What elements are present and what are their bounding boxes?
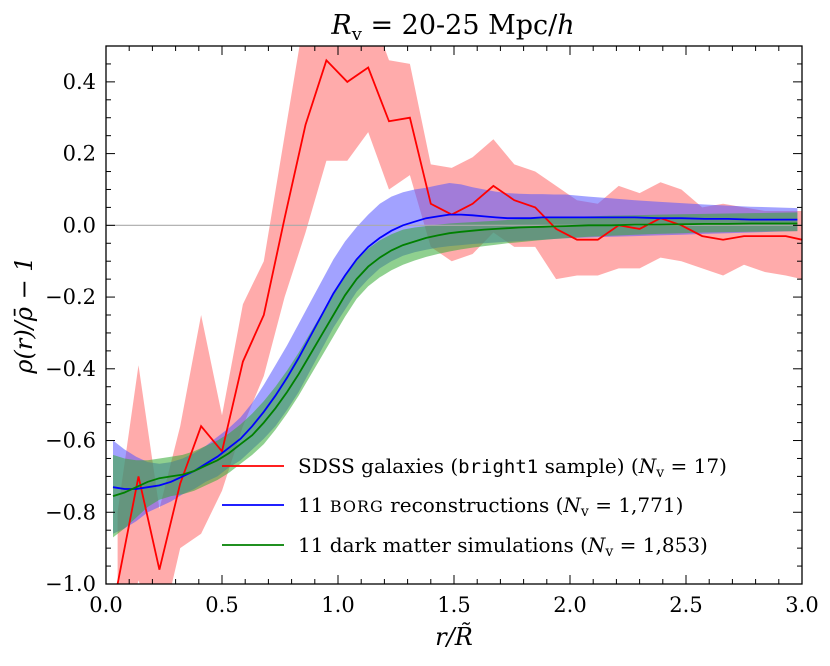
y-tick-label: −0.6 bbox=[45, 429, 96, 453]
x-tick-label: 1.5 bbox=[437, 593, 470, 617]
axis-ticks bbox=[105, 45, 803, 585]
y-tick-label: −0.4 bbox=[45, 357, 96, 381]
x-tick-label: 2.0 bbox=[553, 593, 586, 617]
y-tick-label: 0.2 bbox=[63, 142, 96, 166]
y-tick-label: −1.0 bbox=[45, 572, 96, 596]
legend-label-dm: 11 dark matter simulations (Nv = 1,853) bbox=[298, 533, 708, 560]
series-lines bbox=[112, 58, 802, 584]
x-tick-label: 1.0 bbox=[321, 593, 354, 617]
x-tick-label: 2.5 bbox=[669, 593, 702, 617]
legend-label-borg: 11 BORG reconstructions (Nv = 1,771) bbox=[298, 493, 683, 520]
y-tick-labels: −1.0 −0.8 −0.6 −0.4 −0.2 0.0 0.2 0.4 bbox=[45, 70, 96, 596]
plot-area bbox=[106, 46, 802, 584]
x-tick-label: 0.0 bbox=[89, 593, 122, 617]
legend-label-sdss: SDSS galaxies (bright1 sample) (Nv = 17) bbox=[298, 454, 727, 481]
y-tick-label: −0.8 bbox=[45, 500, 96, 524]
x-axis-title: r/R̃ bbox=[435, 623, 473, 651]
x-tick-label: 0.5 bbox=[205, 593, 238, 617]
x-tick-labels: 0.0 0.5 1.0 1.5 2.0 2.5 3.0 bbox=[89, 593, 818, 617]
borg-line bbox=[112, 213, 798, 490]
y-tick-label: 0.0 bbox=[63, 213, 96, 237]
plot-frame bbox=[105, 45, 803, 585]
x-tick-label: 3.0 bbox=[785, 593, 818, 617]
sdss-line bbox=[116, 58, 802, 584]
legend: SDSS galaxies (bright1 sample) (Nv = 17)… bbox=[222, 454, 727, 560]
y-axis-title: ρ(r)/ρ̄ − 1 bbox=[10, 256, 38, 374]
y-tick-label: −0.2 bbox=[45, 285, 96, 309]
chart-title: Rv = 20-25 Mpc/h bbox=[330, 10, 574, 45]
dm-line bbox=[112, 222, 798, 497]
y-tick-label: 0.4 bbox=[63, 70, 96, 94]
sdss-band bbox=[117, 46, 802, 584]
